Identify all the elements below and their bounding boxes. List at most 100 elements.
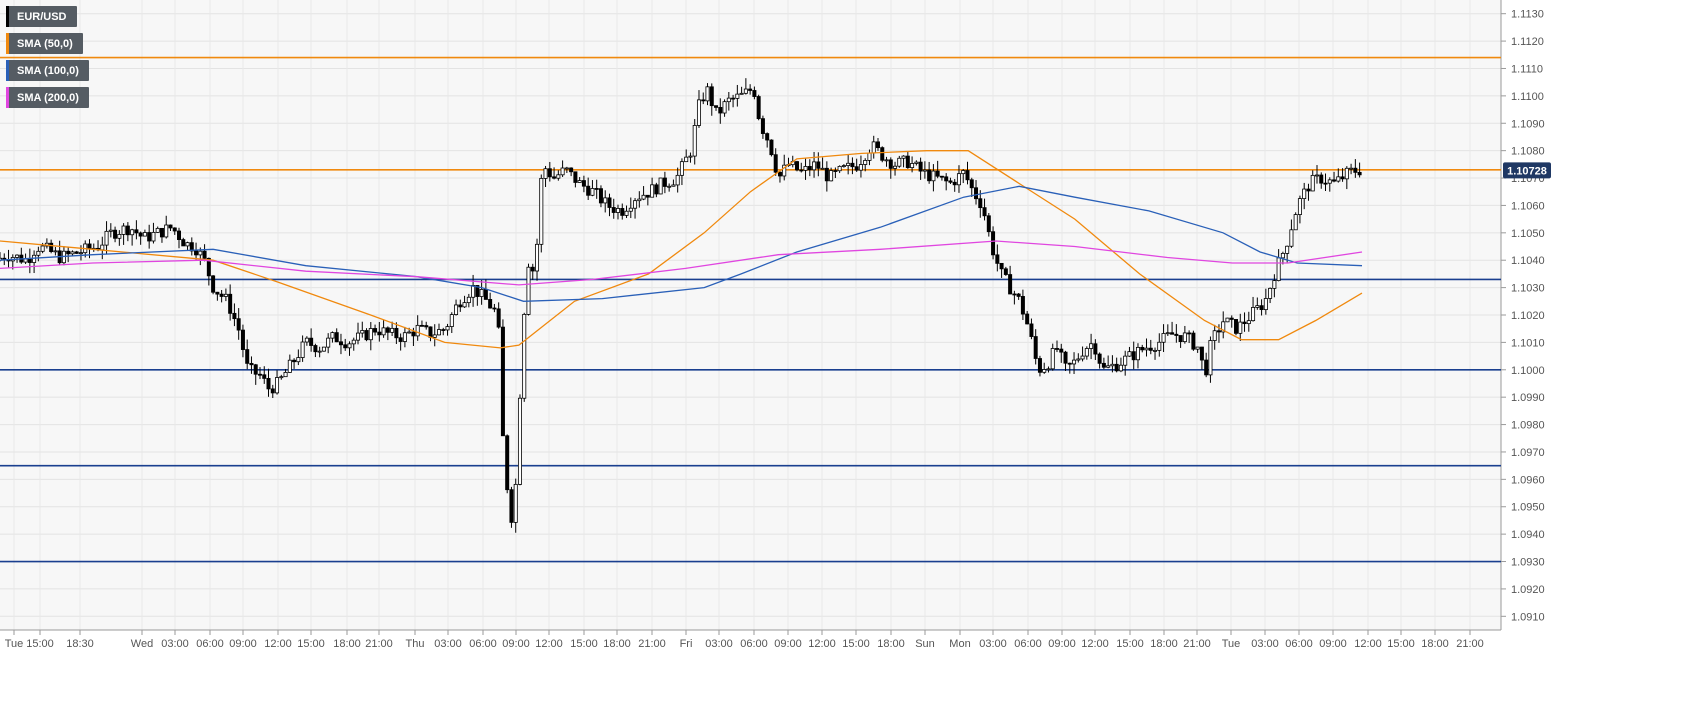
candle-body — [266, 378, 271, 390]
legend-item-symbol[interactable]: EUR/USD — [6, 6, 77, 27]
y-tick-label: 1.0910 — [1511, 611, 1545, 623]
x-tick-label: 18:00 — [877, 638, 905, 650]
candle-body — [87, 243, 92, 250]
candle-body — [1161, 333, 1166, 343]
candle-body — [603, 197, 608, 204]
x-axis-background — [0, 630, 1707, 712]
candle-body — [1123, 355, 1128, 366]
candle-body — [466, 296, 471, 304]
candle-body — [692, 125, 697, 157]
candle-body — [202, 250, 207, 259]
candle-body — [816, 161, 821, 169]
candle-body — [837, 165, 842, 172]
candle-body — [701, 99, 706, 102]
candle-body — [875, 141, 880, 149]
candle-body — [927, 169, 932, 182]
candle-body — [965, 170, 970, 181]
candle-body — [49, 242, 54, 252]
candle-body — [1285, 245, 1290, 254]
candle-body — [769, 139, 774, 156]
candle-body — [611, 207, 616, 213]
candle-body — [411, 331, 416, 337]
legend-item-sma-200[interactable]: SMA (200,0) — [6, 87, 89, 108]
candle-body — [594, 188, 599, 190]
legend-item-sma-100[interactable]: SMA (100,0) — [6, 60, 89, 81]
candle-body — [777, 171, 782, 177]
candle-body — [1157, 341, 1162, 351]
candle-body — [198, 250, 203, 256]
candle-body — [407, 331, 412, 334]
candle-body — [147, 232, 152, 242]
candle-body — [177, 230, 182, 240]
candle-body — [66, 250, 71, 255]
x-tick-label: 18:00 — [1150, 638, 1178, 650]
x-tick-label: 06:00 — [469, 638, 497, 650]
candle-body — [667, 185, 672, 188]
candle-body — [321, 346, 326, 352]
candlesticks — [0, 78, 1362, 533]
candle-body — [991, 231, 996, 256]
candle-body — [471, 285, 476, 298]
candle-body — [867, 152, 872, 161]
x-tick-label: 12:00 — [808, 638, 836, 650]
candle-body — [858, 164, 863, 171]
candle-body — [833, 170, 838, 172]
candle-body — [1055, 348, 1060, 350]
candle-body — [159, 227, 164, 238]
candle-body — [526, 266, 531, 315]
candle-body — [522, 313, 527, 399]
candle-body — [1046, 368, 1051, 371]
legend-label: SMA (100,0) — [17, 64, 79, 77]
candle-body — [935, 170, 940, 177]
candle-body — [1106, 365, 1111, 368]
candle-body — [130, 229, 135, 236]
candle-body — [1251, 307, 1256, 322]
candle-body — [765, 133, 770, 141]
candle-body — [820, 167, 825, 170]
candle-body — [215, 291, 220, 295]
candle-body — [633, 200, 638, 209]
x-tick-label: 21:00 — [1183, 638, 1211, 650]
x-tick-label: 21:00 — [638, 638, 666, 650]
candle-body — [432, 334, 437, 338]
candle-body — [726, 97, 731, 103]
candle-body — [782, 164, 787, 177]
candle-body — [1093, 343, 1098, 355]
horizontal-levels — [0, 56, 1501, 563]
candle-body — [1216, 330, 1221, 333]
candle-body — [961, 170, 966, 175]
candle-body — [108, 229, 113, 232]
candle-body — [1187, 332, 1192, 335]
candle-body — [760, 118, 765, 134]
candle-body — [752, 90, 757, 97]
y-tick-label: 1.1110 — [1511, 63, 1543, 75]
candle-body — [914, 161, 919, 164]
candle-body — [1144, 347, 1149, 351]
x-tick-label: 09:00 — [1048, 638, 1076, 650]
candle-body — [292, 359, 297, 363]
candle-body — [253, 364, 258, 375]
candle-body — [795, 161, 800, 171]
candle-body — [402, 332, 407, 342]
candle-body — [1314, 174, 1319, 177]
candle-body — [1199, 346, 1204, 361]
candle-body — [1072, 359, 1077, 365]
candle-body — [696, 99, 701, 126]
candle-body — [1349, 167, 1354, 170]
candle-body — [1289, 229, 1294, 247]
candle-body — [155, 227, 160, 233]
sma-line — [0, 150, 1363, 349]
x-tick-label: 09:00 — [1319, 638, 1347, 650]
candle-body — [513, 483, 518, 523]
x-tick-label: 06:00 — [196, 638, 224, 650]
legend-item-sma-50[interactable]: SMA (50,0) — [6, 33, 83, 54]
x-tick-label: 15:00 — [297, 638, 325, 650]
candle-body — [296, 357, 301, 363]
candle-body — [731, 97, 736, 100]
candle-body — [978, 198, 983, 209]
candle-body — [0, 257, 3, 261]
candle-body — [15, 254, 20, 258]
candle-body — [675, 174, 680, 186]
